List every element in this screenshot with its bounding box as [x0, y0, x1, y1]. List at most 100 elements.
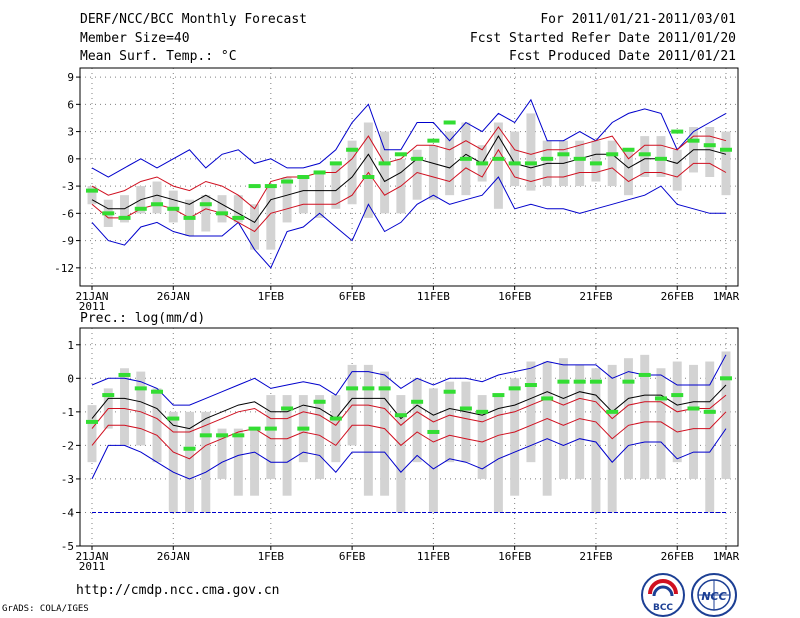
precipitation-obs-marker	[443, 389, 456, 394]
temperature-ensemble-box	[575, 140, 585, 187]
precipitation-ensemble-box	[656, 368, 666, 479]
temperature-ensemble-box	[87, 186, 97, 205]
temperature-xtick-label: 26FEB	[661, 290, 694, 303]
temperature-obs-marker	[362, 175, 375, 179]
precipitation-ensemble-box	[152, 388, 162, 463]
precipitation-xtick-label: 21FEB	[579, 550, 612, 563]
precipitation-obs-marker	[134, 386, 147, 391]
temperature-obs-marker	[183, 215, 196, 220]
temperature-obs-marker	[378, 161, 391, 166]
precipitation-ytick-label: -3	[61, 473, 74, 486]
precipitation-obs-marker	[606, 409, 619, 414]
precipitation-obs-marker	[687, 406, 700, 411]
temperature-obs-marker	[297, 175, 310, 179]
temperature-obs-marker	[216, 211, 229, 216]
temperature-obs-marker	[248, 184, 261, 189]
temperature-obs-marker	[167, 206, 180, 211]
temperature-max-line	[91, 98, 727, 178]
temperature-ensemble-box	[526, 113, 536, 191]
temperature-obs-marker	[459, 156, 472, 161]
temperature-xtick-label: 1MAR	[713, 290, 740, 303]
forecast-period: For 2011/01/21-2011/03/01	[540, 12, 736, 27]
precipitation-ensemble-box	[445, 381, 455, 463]
temperature-obs-marker	[329, 161, 342, 166]
precipitation-obs-marker	[573, 379, 586, 384]
temperature-obs-marker	[281, 179, 294, 184]
temperature-ensemble-box	[152, 181, 162, 214]
precipitation-ensemble-box	[493, 395, 503, 513]
temperature-obs-marker	[557, 152, 570, 157]
temperature-ensemble-box	[331, 163, 341, 209]
temperature-ensemble-box	[380, 131, 390, 214]
precipitation-obs-marker	[281, 406, 294, 411]
chart-title: DERF/NCC/BCC Monthly Forecast	[80, 12, 307, 27]
precipitation-obs-marker	[297, 426, 310, 431]
precipitation-ensemble-box	[575, 364, 585, 479]
precipitation-obs-marker	[264, 426, 277, 431]
precipitation-obs-marker	[557, 379, 570, 384]
temperature-ensemble-box	[721, 131, 731, 196]
temperature-ensemble-box	[445, 131, 455, 196]
precipitation-obs-marker	[313, 399, 326, 404]
temperature-obs-marker	[232, 215, 245, 220]
temperature-obs-marker	[443, 120, 456, 125]
precipitation-ytick-label: 1	[67, 339, 74, 352]
precipitation-obs-marker	[378, 386, 391, 391]
precipitation-mean-line	[91, 384, 727, 430]
forecast-started-date: Fcst Started Refer Date 2011/01/20	[469, 31, 736, 46]
website-url[interactable]: http://cmdp.ncc.cma.gov.cn	[76, 583, 280, 598]
grads-credit: GrADS: COLA/IGES	[2, 604, 89, 614]
member-size: Member Size=40	[80, 31, 190, 46]
precipitation-ensemble-box	[428, 388, 438, 513]
temperature-ytick-label: -9	[61, 235, 74, 248]
temperature-obs-marker	[720, 147, 732, 152]
temperature-obs-marker	[199, 202, 212, 207]
temperature-ytick-label: -6	[61, 207, 74, 220]
precipitation-ensemble-box	[558, 358, 568, 479]
precipitation-ensemble-box	[185, 411, 195, 513]
precipitation-obs-marker	[394, 413, 407, 418]
temperature-obs-marker	[411, 156, 424, 161]
precipitation-max-line	[91, 354, 727, 406]
temperature-ytick-label: -12	[54, 262, 74, 275]
precipitation-xtick-label: 11FEB	[417, 550, 450, 563]
precipitation-ensemble-box	[217, 428, 227, 479]
temperature-obs-marker	[264, 184, 277, 189]
precipitation-obs-marker	[508, 386, 521, 391]
temperature-obs-marker	[606, 152, 619, 157]
precipitation-obs-marker	[541, 396, 554, 401]
precipitation-ensemble-box	[266, 395, 276, 479]
precipitation-ensemble-box	[689, 364, 698, 479]
precipitation-obs-marker	[459, 406, 472, 411]
temperature-ensemble-box	[607, 140, 617, 187]
temperature-obs-marker	[394, 152, 407, 157]
temperature-xtick-label: 1FEB	[258, 290, 285, 303]
precipitation-ensemble-box	[331, 395, 341, 463]
precipitation-ensemble-box	[591, 368, 601, 513]
precipitation-xtick-label: 26JAN	[157, 550, 190, 563]
temperature-lower-band-line	[91, 148, 727, 233]
precipitation-obs-marker	[362, 386, 375, 391]
temperature-ensemble-box	[201, 195, 211, 232]
temperature-ensemble-box	[217, 195, 227, 223]
temperature-xtick-label: 6FEB	[339, 290, 366, 303]
precipitation-obs-marker	[622, 379, 635, 384]
precipitation-ytick-label: 0	[67, 372, 74, 385]
precipitation-ensemble-box	[315, 395, 325, 479]
temperature-ensemble-box	[640, 136, 650, 177]
precipitation-ytick-label: -2	[61, 439, 74, 452]
precipitation-obs-marker	[118, 372, 131, 377]
temperature-obs-marker	[427, 138, 440, 143]
temperature-obs-marker	[151, 202, 164, 207]
temperature-obs-marker	[622, 147, 635, 152]
temperature-obs-marker	[638, 152, 651, 157]
precipitation-obs-marker	[329, 416, 342, 421]
bcc-logo: BCC	[641, 573, 685, 617]
precipitation-ensemble-box	[705, 361, 715, 513]
precipitation-title: Prec.: log(mm/d)	[80, 311, 205, 326]
temperature-obs-marker	[687, 138, 700, 143]
precipitation-obs-marker	[476, 409, 489, 414]
precipitation-ensemble-box	[282, 395, 292, 496]
